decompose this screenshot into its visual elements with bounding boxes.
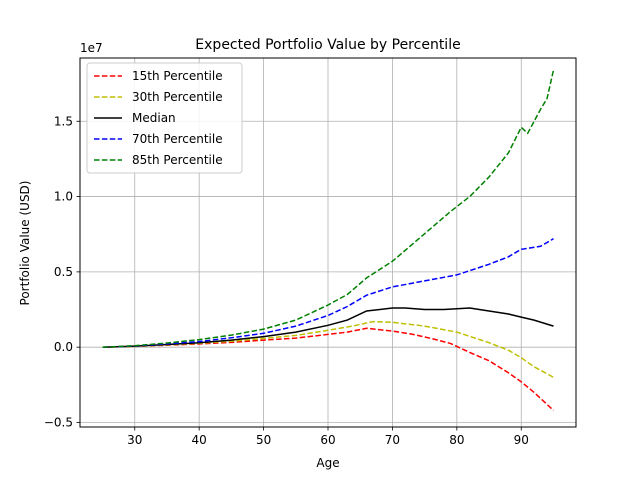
series-line-4: [102, 69, 555, 348]
y-axis-label: Portfolio Value (USD): [18, 181, 32, 306]
x-axis-label: Age: [316, 456, 339, 470]
y-offset-label: 1e7: [80, 41, 103, 55]
y-tick-label: 0.5: [54, 265, 73, 279]
ticks: 30 40 50 60 70 80 90 −0.5 0.0 0.5 1.0 1.5: [44, 114, 529, 447]
grid: [80, 58, 576, 427]
legend-label: Median: [132, 111, 176, 125]
y-tick-label: −0.5: [44, 415, 73, 429]
x-tick-label: 60: [320, 433, 335, 447]
legend-box: [86, 62, 243, 174]
series-line-3: [102, 238, 554, 348]
x-tick-label: 80: [449, 433, 464, 447]
y-tick-label: 1.5: [54, 114, 73, 128]
legend: 15th Percentile 30th Percentile Median 70th…: [86, 62, 243, 174]
x-tick-label: 70: [385, 433, 400, 447]
x-tick-label: 30: [127, 433, 142, 447]
series-line-2: [102, 307, 554, 348]
legend-label: 70th Percentile: [132, 132, 223, 146]
y-tick-label: 0.0: [54, 340, 73, 354]
x-tick-label: 50: [256, 433, 271, 447]
chart-title: Expected Portfolio Value by Percentile: [195, 37, 460, 53]
series-layer: [102, 69, 555, 411]
series-line-0: [102, 327, 555, 411]
y-tick-label: 1.0: [54, 190, 73, 204]
legend-label: 30th Percentile: [132, 90, 223, 104]
legend-label: 85th Percentile: [132, 153, 223, 167]
x-tick-label: 90: [514, 433, 529, 447]
legend-label: 15th Percentile: [132, 69, 223, 83]
x-tick-label: 40: [192, 433, 207, 447]
